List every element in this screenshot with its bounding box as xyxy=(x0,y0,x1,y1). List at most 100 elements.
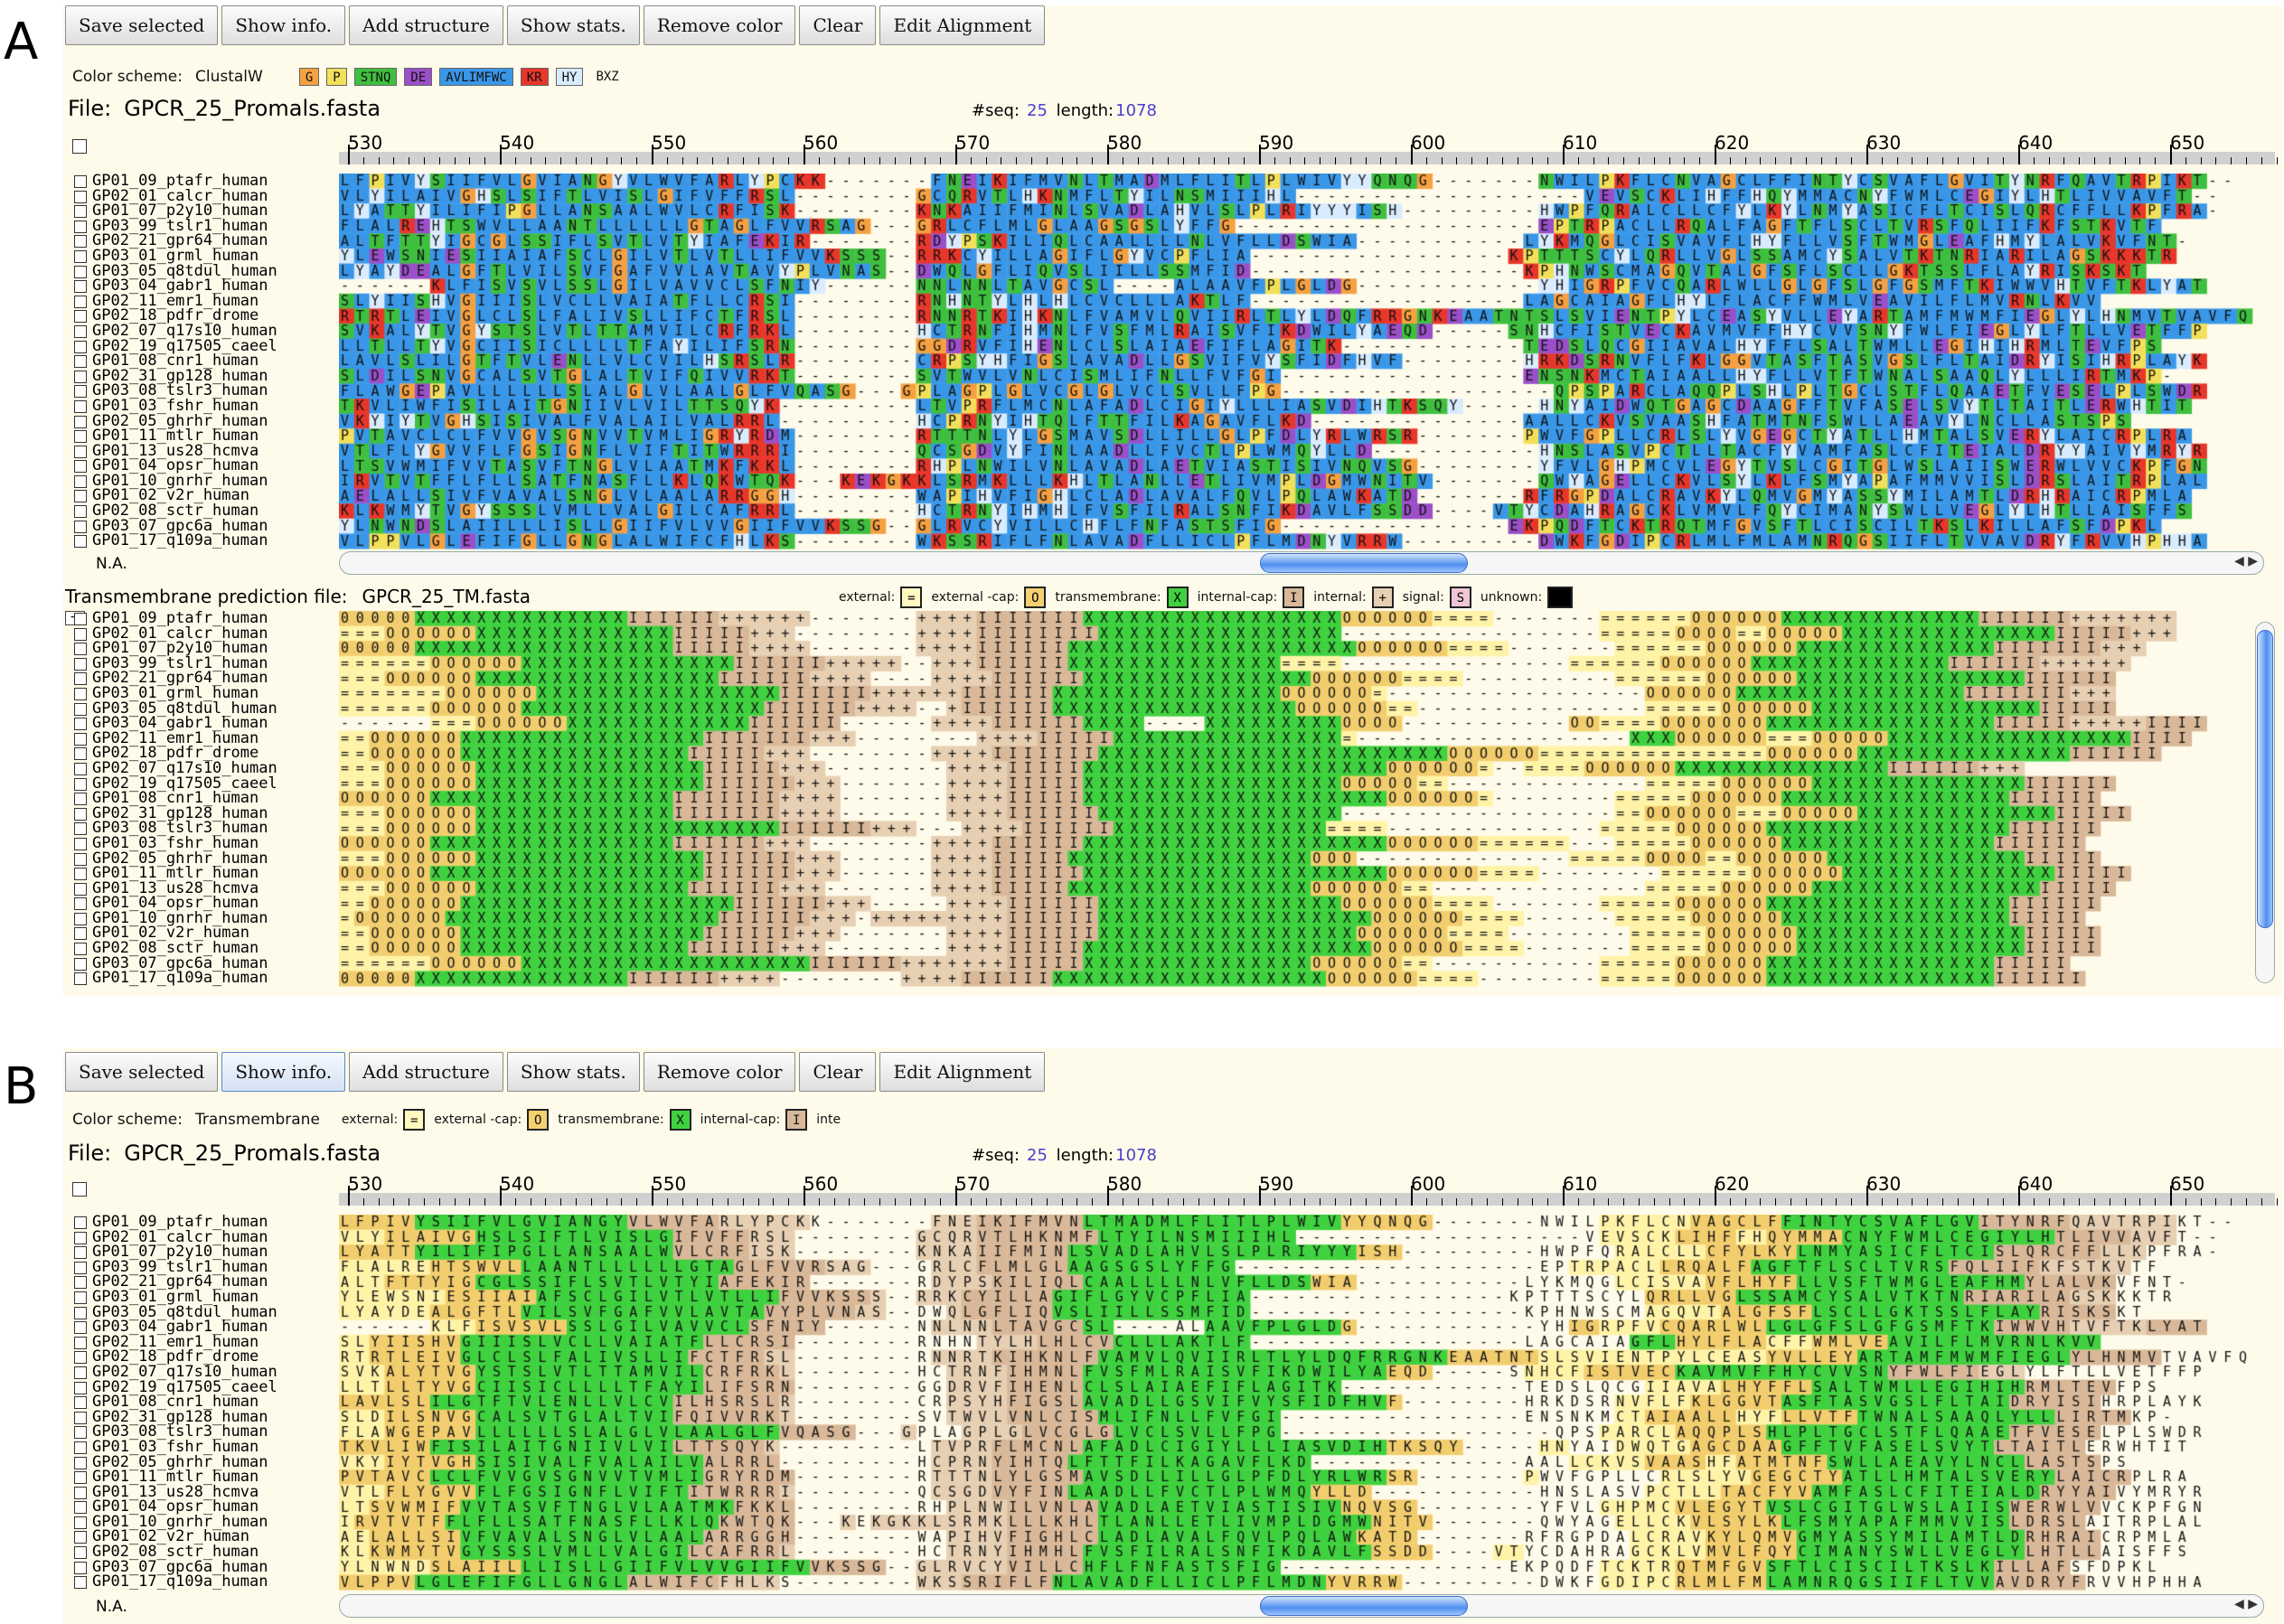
sequence-name[interactable]: GP02_31_gp128_human xyxy=(72,1409,338,1425)
scroll-thumb[interactable] xyxy=(1260,553,1468,573)
sequence-name[interactable]: GP02_01_calcr_human xyxy=(72,188,338,204)
sequence-name[interactable]: GP03_99_tslr1_human xyxy=(72,1259,338,1275)
vertical-scrollbar[interactable] xyxy=(2255,622,2275,983)
sequence-name[interactable]: GP01_08_cnr1_human xyxy=(72,791,338,806)
sequence-name[interactable]: GP02_01_calcr_human xyxy=(72,625,338,642)
sequence-name[interactable]: GP02_07_q17s10_human xyxy=(72,1365,338,1380)
horizontal-scrollbar[interactable]: ◀ ▶ xyxy=(339,551,2264,575)
sequence-name[interactable]: GP03_08_tslr3_human xyxy=(72,1424,338,1440)
sequence-name[interactable]: GP02_11_emr1_human xyxy=(72,1334,338,1350)
sequence-name[interactable]: GP01_17_q109a_human xyxy=(72,1574,338,1590)
sequence-name[interactable]: GP03_01_grml_human xyxy=(72,249,338,264)
sequence-name[interactable]: GP03_05_q8tdul_human xyxy=(72,700,338,717)
sequence-name[interactable]: GP03_04_gabr1_human xyxy=(72,716,338,731)
show-info-button-b[interactable]: Show info. xyxy=(221,1052,346,1092)
sequence-name[interactable]: GP02_19_q17505_caeel xyxy=(72,338,338,354)
show-stats-button-b[interactable]: Show stats. xyxy=(506,1052,640,1092)
sequence-name[interactable]: GP01_10_gnrhr_human xyxy=(72,1515,338,1530)
clear-button-b[interactable]: Clear xyxy=(799,1052,877,1092)
sequence-name[interactable]: GP02_05_ghrhr_human xyxy=(72,850,338,867)
horizontal-scrollbar-b[interactable]: ◀ ▶ xyxy=(339,1594,2264,1618)
sequence-name[interactable]: GP01_04_opsr_human xyxy=(72,458,338,474)
sequence-name[interactable]: GP02_31_gp128_human xyxy=(72,805,338,821)
sequence-name[interactable]: GP01_04_opsr_human xyxy=(72,1499,338,1515)
sequence-name[interactable]: GP02_21_gpr64_human xyxy=(72,233,338,249)
sequence-name[interactable]: GP01_11_mtlr_human xyxy=(72,428,338,444)
sequence-name[interactable]: GP01_04_opsr_human xyxy=(72,896,338,911)
sequence-name[interactable]: GP03_05_q8tdul_human xyxy=(72,1304,338,1320)
sequence-name[interactable]: GP01_03_fshr_human xyxy=(72,1440,338,1455)
sequence-name[interactable]: GP01_02_v2r_human xyxy=(72,1529,338,1544)
sequence-name[interactable]: GP03_04_gabr1_human xyxy=(72,1319,338,1335)
edit-alignment-button-b[interactable]: Edit Alignment xyxy=(879,1052,1046,1092)
sequence-name[interactable]: GP02_31_gp128_human xyxy=(72,368,338,384)
sequence-name[interactable]: GP02_05_ghrhr_human xyxy=(72,413,338,429)
show-info-button[interactable]: Show info. xyxy=(221,5,346,45)
sequence-name[interactable]: GP03_08_tslr3_human xyxy=(72,821,338,836)
sequence-name[interactable]: GP01_02_v2r_human xyxy=(72,488,338,503)
scroll-arrows[interactable]: ◀ ▶ xyxy=(2234,554,2258,568)
sequence-name[interactable]: GP02_11_emr1_human xyxy=(72,293,338,309)
remove-color-button-b[interactable]: Remove color xyxy=(643,1052,796,1092)
sequence-name[interactable]: GP03_07_gpc6a_human xyxy=(72,1559,338,1575)
alignment-view[interactable] xyxy=(339,174,2275,553)
sequence-name[interactable]: GP02_18_pdfr_drome xyxy=(72,308,338,324)
edit-alignment-button[interactable]: Edit Alignment xyxy=(879,5,1046,45)
sequence-name[interactable]: GP03_07_gpc6a_human xyxy=(72,955,338,972)
sequence-name[interactable]: GP02_18_pdfr_drome xyxy=(72,1349,338,1365)
sequence-name[interactable]: GP01_11_mtlr_human xyxy=(72,866,338,881)
sequence-name[interactable]: GP01_03_fshr_human xyxy=(72,836,338,851)
sequence-name[interactable]: GP02_07_q17s10_human xyxy=(72,761,338,776)
sequence-name[interactable]: GP01_07_p2y10_human xyxy=(72,1244,338,1260)
sequence-name[interactable]: GP03_05_q8tdul_human xyxy=(72,263,338,279)
sequence-name[interactable]: GP01_11_mtlr_human xyxy=(72,1469,338,1485)
sequence-name[interactable]: GP02_08_sctr_human xyxy=(72,1544,338,1560)
sequence-name[interactable]: GP01_08_cnr1_human xyxy=(72,1394,338,1410)
sequence-name[interactable]: GP03_08_tslr3_human xyxy=(72,383,338,399)
sequence-name[interactable]: GP02_08_sctr_human xyxy=(72,941,338,956)
sequence-name[interactable]: GP02_19_q17505_caeel xyxy=(72,1379,338,1395)
sequence-name[interactable]: GP02_21_gpr64_human xyxy=(72,671,338,686)
sequence-name[interactable]: GP03_01_grml_human xyxy=(72,686,338,701)
alignment-view-b[interactable] xyxy=(339,1215,2275,1594)
clear-button[interactable]: Clear xyxy=(799,5,877,45)
remove-color-button[interactable]: Remove color xyxy=(643,5,796,45)
sequence-name[interactable]: GP03_01_grml_human xyxy=(72,1290,338,1305)
sequence-name[interactable]: GP01_03_fshr_human xyxy=(72,399,338,414)
select-all-checkbox-b[interactable] xyxy=(72,1182,87,1197)
sequence-name[interactable]: GP01_09_ptafr_human xyxy=(72,1215,338,1230)
sequence-name[interactable]: GP02_21_gpr64_human xyxy=(72,1274,338,1290)
add-structure-button-b[interactable]: Add structure xyxy=(349,1052,503,1092)
sequence-name[interactable]: GP02_19_q17505_caeel xyxy=(72,775,338,792)
sequence-name[interactable]: GP02_08_sctr_human xyxy=(72,503,338,519)
scroll-thumb-b[interactable] xyxy=(1260,1596,1468,1616)
sequence-name[interactable]: GP01_09_ptafr_human xyxy=(72,174,338,189)
sequence-name[interactable]: GP03_07_gpc6a_human xyxy=(72,518,338,534)
sequence-name[interactable]: GP01_09_ptafr_human xyxy=(72,611,338,626)
sequence-name[interactable]: GP01_13_us28_hcmva xyxy=(72,443,338,459)
sequence-name[interactable]: GP02_05_ghrhr_human xyxy=(72,1454,338,1470)
sequence-name[interactable]: GP03_04_gabr1_human xyxy=(72,278,338,294)
vscroll-thumb[interactable] xyxy=(2257,630,2273,928)
sequence-name[interactable]: GP01_13_us28_hcmva xyxy=(72,880,338,896)
sequence-name[interactable]: GP01_10_gnrhr_human xyxy=(72,911,338,926)
save-selected-button-b[interactable]: Save selected xyxy=(65,1052,219,1092)
sequence-name[interactable]: GP01_17_q109a_human xyxy=(72,533,338,549)
add-structure-button[interactable]: Add structure xyxy=(349,5,503,45)
sequence-name[interactable]: GP02_07_q17s10_human xyxy=(72,324,338,339)
sequence-name[interactable]: GP02_01_calcr_human xyxy=(72,1229,338,1245)
sequence-name[interactable]: GP01_02_v2r_human xyxy=(72,925,338,941)
sequence-name[interactable]: GP01_07_p2y10_human xyxy=(72,641,338,656)
select-all-checkbox[interactable] xyxy=(72,139,87,154)
sequence-name[interactable]: GP02_11_emr1_human xyxy=(72,730,338,746)
sequence-name[interactable]: GP01_10_gnrhr_human xyxy=(72,474,338,489)
sequence-name[interactable]: GP01_08_cnr1_human xyxy=(72,353,338,369)
sequence-name[interactable]: GP01_07_p2y10_human xyxy=(72,203,338,219)
show-stats-button[interactable]: Show stats. xyxy=(506,5,640,45)
scroll-arrows-b[interactable]: ◀ ▶ xyxy=(2234,1597,2258,1611)
sequence-name[interactable]: GP01_13_us28_hcmva xyxy=(72,1484,338,1500)
save-selected-button[interactable]: Save selected xyxy=(65,5,219,45)
tm-view[interactable] xyxy=(339,611,2275,989)
sequence-name[interactable]: GP03_99_tslr1_human xyxy=(72,655,338,671)
sequence-name[interactable]: GP01_17_q109a_human xyxy=(72,971,338,986)
